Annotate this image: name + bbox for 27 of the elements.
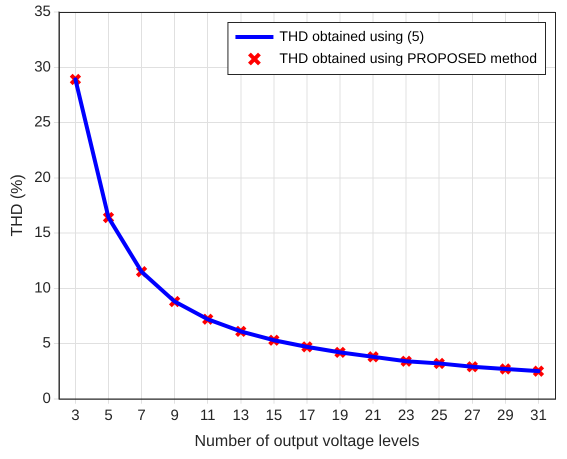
x-tick-label: 31 (530, 406, 547, 424)
x-tick-label: 21 (364, 406, 382, 424)
y-tick-label: 15 (34, 224, 51, 242)
x-tick-label: 29 (497, 406, 514, 424)
x-tick-label: 27 (464, 406, 481, 424)
legend-label: THD obtained using PROPOSED method (279, 50, 538, 66)
x-axis-title: Number of output voltage levels (194, 432, 420, 450)
y-tick-label: 25 (34, 114, 51, 131)
y-tick-label: 5 (42, 334, 51, 352)
x-tick-label: 17 (298, 406, 316, 424)
x-tick-label: 25 (430, 406, 448, 424)
y-tick-label: 20 (34, 168, 51, 186)
y-tick-label: 30 (34, 58, 51, 76)
x-tick-label: 23 (398, 406, 415, 424)
legend-label: THD obtained using (5) (279, 28, 424, 44)
y-axis-title: THD (%) (9, 174, 26, 237)
x-tick-label: 19 (332, 406, 348, 424)
y-tick-label: 35 (34, 3, 51, 20)
x-tick-label: 15 (266, 406, 282, 424)
x-tick-label: 5 (104, 406, 113, 424)
x-tick-label: 11 (200, 406, 216, 424)
x-tick-label: 7 (137, 406, 146, 424)
y-tick-label: 10 (34, 279, 51, 296)
x-tick-label: 13 (232, 406, 250, 424)
x-tick-label: 9 (170, 406, 179, 424)
y-tick-label: 0 (42, 390, 51, 407)
x-tick-label: 3 (71, 406, 80, 424)
